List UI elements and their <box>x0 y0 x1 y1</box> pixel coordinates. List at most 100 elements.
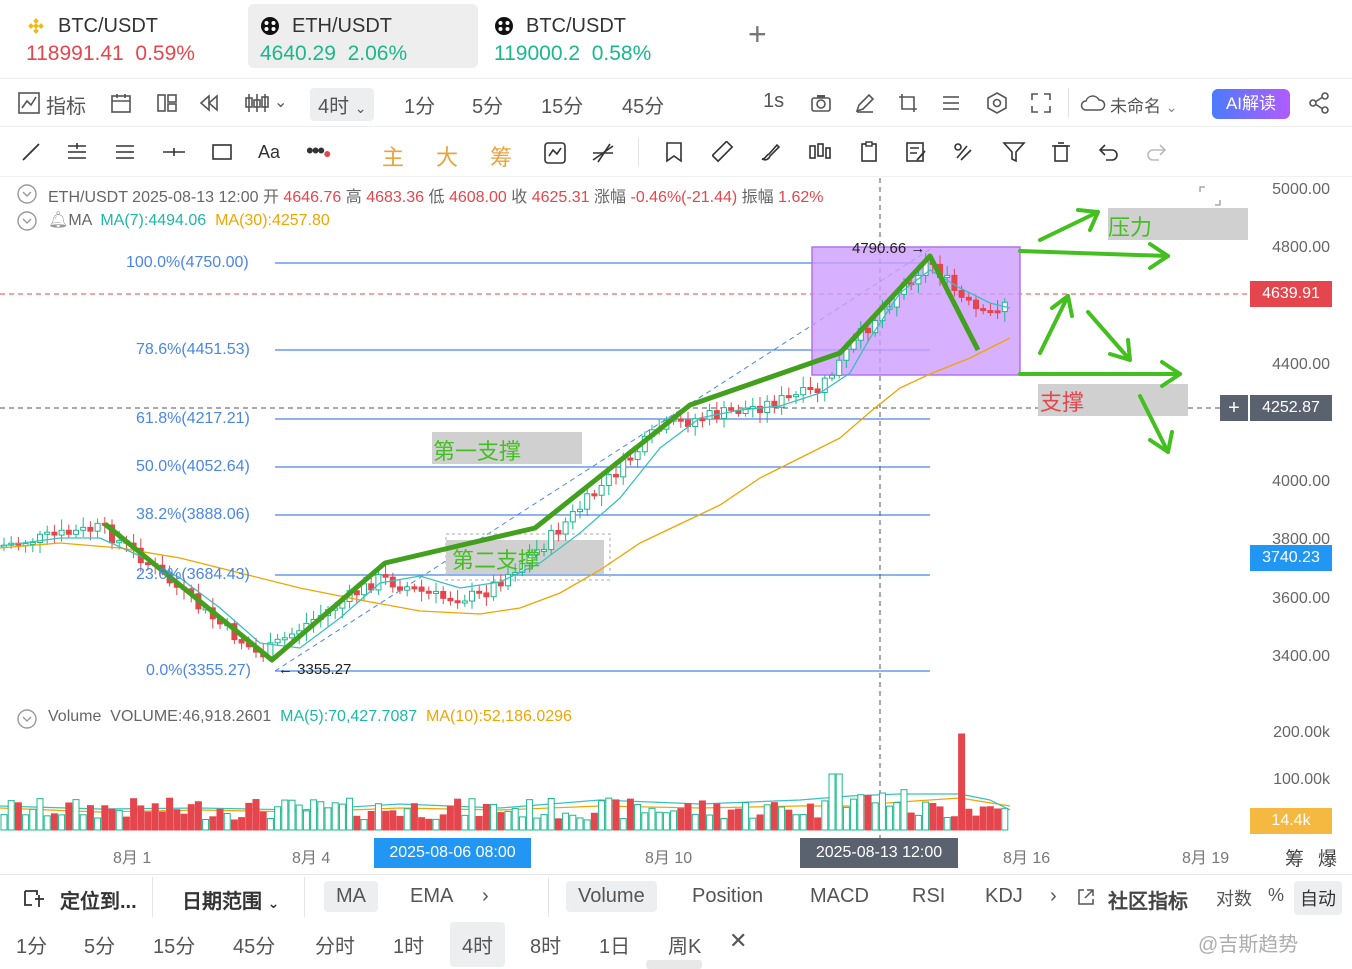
candle-body <box>490 581 497 598</box>
parallel-lines-icon[interactable] <box>66 141 88 163</box>
brush-icon[interactable] <box>760 141 782 163</box>
candle-body <box>778 395 785 408</box>
more-tools-icon[interactable]: •••● <box>306 138 332 163</box>
tab-btc-usdt-2[interactable]: BTC/USDT 119000.2 0.58% <box>482 4 712 68</box>
chips-button[interactable]: 筹 <box>490 145 513 170</box>
add-alert-icon[interactable]: + <box>1220 395 1248 421</box>
candlestick-chart[interactable] <box>0 178 1352 878</box>
redo-icon[interactable] <box>1146 141 1168 163</box>
chevron-right-icon[interactable]: › <box>482 885 489 907</box>
interval-option[interactable]: 15分 <box>153 936 196 958</box>
candle-body <box>591 493 598 497</box>
candle-body <box>411 586 418 590</box>
chips-toggle[interactable]: 筹 <box>1285 849 1305 870</box>
price-tick: 3800.00 <box>1272 531 1330 548</box>
auto-scale-toggle[interactable]: 自动 <box>1294 881 1342 915</box>
volume-bar <box>526 799 534 831</box>
text-tool-icon[interactable]: Aa <box>258 142 281 162</box>
close-icon[interactable]: ✕ <box>729 928 748 953</box>
interval-option[interactable]: 5分 <box>84 936 116 958</box>
candle-body <box>548 530 555 550</box>
interval-45m[interactable]: 45分 <box>622 96 665 118</box>
tab-eth-usdt[interactable]: ETH/USDT 4640.29 2.06% <box>248 4 478 68</box>
log-scale-toggle[interactable]: 对数 <box>1216 889 1252 909</box>
trendline-icon[interactable] <box>20 141 42 163</box>
chevron-down-icon[interactable]: ⌄ <box>274 94 288 111</box>
candles-tool-icon[interactable] <box>808 141 832 163</box>
main-force-button[interactable]: 主 <box>382 145 405 170</box>
volume-bar <box>634 803 642 831</box>
interval-5m[interactable]: 5分 <box>472 96 504 118</box>
add-tab-icon[interactable]: + <box>748 16 767 52</box>
interval-option[interactable]: 周K <box>668 936 702 958</box>
collapse-handle[interactable] <box>646 960 702 969</box>
settings-icon[interactable] <box>986 92 1008 114</box>
expand-icon[interactable] <box>1198 185 1222 207</box>
tab-btc-usdt-1[interactable]: BTC/USDT 118991.41 0.59% <box>14 4 244 68</box>
horizontal-lines-icon[interactable] <box>114 141 136 163</box>
volume-bar <box>310 799 318 831</box>
rectangle-icon[interactable] <box>211 141 233 163</box>
pencil-icon[interactable] <box>854 92 876 114</box>
fullscreen-icon[interactable] <box>1030 92 1052 114</box>
layout-icon[interactable] <box>156 92 178 114</box>
volume-bar <box>302 810 310 831</box>
filter-icon[interactable] <box>1002 141 1026 163</box>
ma-indicator-chip[interactable]: MA <box>324 881 378 912</box>
indicator-button[interactable]: 指标 <box>46 96 86 118</box>
collapse-icon[interactable] <box>16 183 38 205</box>
ema-indicator[interactable]: EMA <box>410 885 454 907</box>
interval-option[interactable]: 45分 <box>233 936 276 958</box>
collapse-icon[interactable] <box>16 210 38 232</box>
volume-bar <box>965 808 973 831</box>
kdj-indicator[interactable]: KDJ <box>985 885 1023 907</box>
interval-15m[interactable]: 15分 <box>541 96 584 118</box>
community-indicators[interactable]: 社区指标 <box>1108 891 1188 913</box>
interval-1s[interactable]: 1s <box>763 90 785 112</box>
measure-icon[interactable] <box>590 140 616 166</box>
replay-icon[interactable] <box>198 92 220 114</box>
list-settings-icon[interactable] <box>940 92 962 114</box>
share-icon[interactable] <box>1308 92 1330 114</box>
interval-option[interactable]: 1时 <box>393 936 425 958</box>
interval-option[interactable]: 1分 <box>16 936 48 958</box>
locate-button[interactable]: 定位到... <box>60 891 137 913</box>
interval-option[interactable]: 8时 <box>530 936 562 958</box>
candle-type-icon[interactable] <box>244 92 270 114</box>
calendar-icon[interactable] <box>110 92 132 114</box>
crop-icon[interactable] <box>897 92 919 114</box>
cycle-icon[interactable] <box>542 140 568 166</box>
undo-icon[interactable] <box>1097 141 1119 163</box>
chart-toolbar: 指标 ⌄ 4时 ⌄ 1分 5分 15分 45分 1s 未命名 ⌄ AI解读 <box>0 80 1352 127</box>
horizontal-ray-icon[interactable] <box>162 141 186 163</box>
date-tick: 8月 1 <box>113 850 152 867</box>
volume-bar <box>410 803 418 831</box>
note-edit-icon[interactable] <box>905 141 927 163</box>
magnet-icon[interactable] <box>952 141 974 163</box>
big-order-button[interactable]: 大 <box>436 145 459 170</box>
position-indicator[interactable]: Position <box>692 885 764 907</box>
macd-indicator[interactable]: MACD <box>810 885 869 907</box>
burst-toggle[interactable]: 爆 <box>1318 849 1338 870</box>
rsi-indicator[interactable]: RSI <box>912 885 946 907</box>
bookmark-icon[interactable] <box>664 141 686 163</box>
chevron-right-icon[interactable]: › <box>1050 885 1057 907</box>
ai-interpret-button[interactable]: AI解读 <box>1212 89 1290 119</box>
timeframe-select[interactable]: 4时 ⌄ <box>310 88 375 121</box>
clipboard-icon[interactable] <box>858 141 880 163</box>
interval-1m[interactable]: 1分 <box>404 96 436 118</box>
ruler-icon[interactable] <box>712 141 734 163</box>
candle-body <box>461 600 468 604</box>
date-range-select[interactable]: 日期范围 ⌄ <box>182 891 280 913</box>
camera-icon[interactable] <box>810 92 832 114</box>
volume-indicator-chip[interactable]: Volume <box>566 881 657 912</box>
collapse-icon[interactable] <box>16 708 38 730</box>
percent-scale-toggle[interactable]: % <box>1268 885 1285 905</box>
external-link-icon <box>1078 889 1094 905</box>
interval-option-active[interactable]: 4时 <box>450 922 506 967</box>
interval-option[interactable]: 分时 <box>315 936 355 958</box>
delete-icon[interactable] <box>1050 141 1072 163</box>
price-axis[interactable]: 5000.00 4800.00 4400.00 4000.00 3800.00 … <box>1248 178 1352 708</box>
interval-option[interactable]: 1日 <box>599 936 631 958</box>
layout-name-select[interactable]: 未命名 ⌄ <box>1110 97 1178 116</box>
